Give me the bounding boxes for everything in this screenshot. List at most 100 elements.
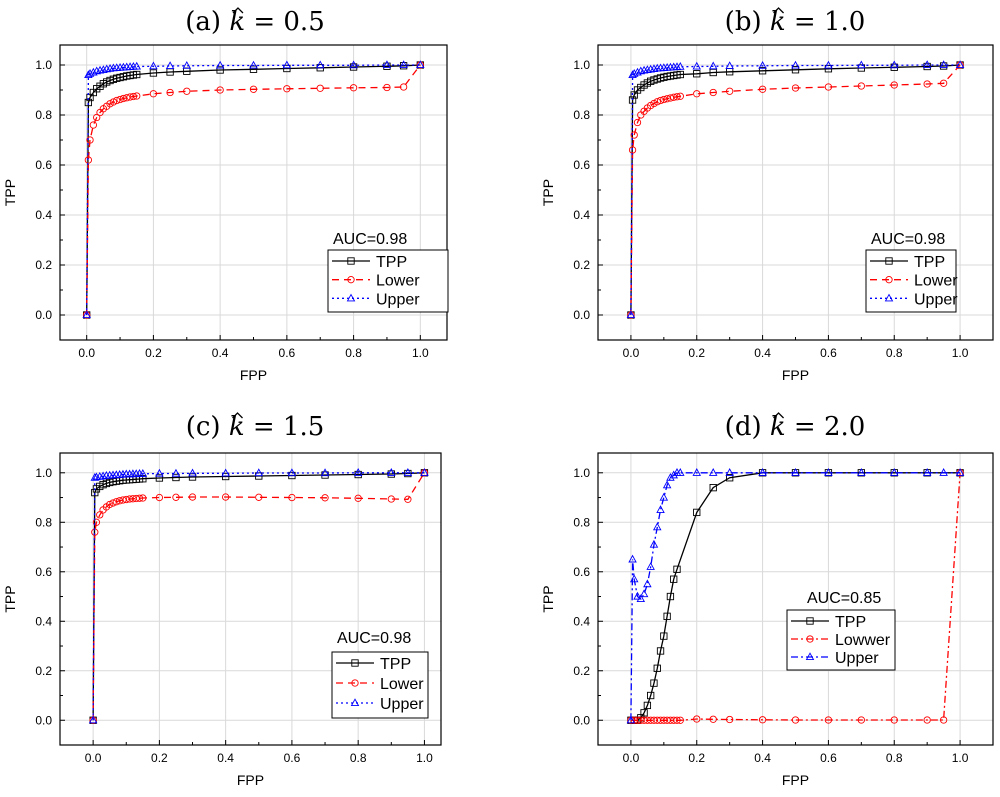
data-point — [165, 61, 175, 70]
data-point — [656, 505, 665, 513]
data-point — [676, 70, 684, 79]
data-point — [652, 522, 662, 531]
data-point — [636, 594, 646, 603]
data-point — [283, 64, 291, 73]
data-point — [708, 468, 718, 476]
x-tick-label: 1.0 — [952, 751, 969, 765]
chart-panel-4: (d) k = 2.0 0.0 0.2 0.4 0.6 0.8 1.0 0.0 0.2 0.4 0.… — [540, 412, 994, 788]
y-tick-label: 1.0 — [573, 58, 590, 72]
data-point — [889, 468, 899, 476]
title-hat — [232, 7, 244, 14]
series-line — [630, 472, 961, 721]
legend-label: Lowwer — [835, 632, 891, 649]
legend-marker — [347, 276, 355, 284]
y-tick-label: 0.0 — [573, 308, 590, 322]
data-point — [646, 562, 655, 570]
data-point — [939, 60, 948, 69]
data-point — [287, 468, 297, 477]
data-point — [92, 518, 101, 526]
x-axis-label: FPP — [782, 367, 809, 383]
data-point — [387, 495, 395, 503]
title-hat — [232, 412, 243, 419]
data-point — [676, 62, 685, 70]
title-k: k — [229, 7, 245, 37]
series-lower — [89, 469, 429, 724]
data-point — [420, 468, 429, 476]
data-point — [758, 85, 767, 93]
data-point — [628, 554, 637, 563]
data-point — [133, 70, 141, 79]
title-suffix: = 1.5 — [245, 412, 325, 442]
data-point — [399, 60, 408, 69]
y-tick-label: 0.0 — [35, 713, 52, 727]
data-point — [791, 716, 800, 724]
data-point — [666, 592, 675, 601]
title-k: k — [770, 7, 786, 37]
data-point — [955, 60, 965, 69]
legend-marker — [346, 293, 356, 302]
plot-frame — [597, 452, 994, 746]
data-point — [650, 679, 658, 687]
x-tick-label: 0.8 — [886, 751, 903, 765]
data-point — [890, 716, 898, 724]
title-suffix: = 1.0 — [786, 7, 866, 37]
x-tick-label: 0.6 — [820, 751, 837, 765]
title-prefix: (b) — [725, 7, 770, 37]
data-point — [249, 60, 258, 69]
data-point — [939, 468, 948, 476]
plot-frame — [59, 452, 442, 746]
data-point — [288, 493, 296, 502]
y-tick-label: 1.0 — [35, 58, 52, 72]
auc-annotation: AUC=0.85 — [807, 590, 881, 607]
series-line — [86, 64, 421, 316]
data-point — [758, 61, 767, 69]
title-prefix: (c) — [186, 412, 229, 442]
data-point — [666, 473, 675, 481]
data-point — [824, 468, 833, 476]
data-point — [123, 94, 131, 102]
data-point — [857, 468, 866, 476]
y-tick-label: 0.8 — [35, 108, 52, 122]
legend-label: Upper — [376, 291, 420, 308]
legend-label: TPP — [835, 614, 866, 631]
legend-marker — [350, 698, 360, 707]
title-suffix: = 0.5 — [245, 7, 325, 37]
data-point — [692, 61, 702, 70]
y-tick-label: 0.4 — [573, 614, 590, 628]
data-point — [85, 69, 95, 77]
data-point — [636, 66, 646, 75]
y-tick-label: 0.6 — [35, 565, 52, 579]
y-tick-label: 0.8 — [35, 515, 52, 529]
data-point — [663, 95, 671, 103]
data-point — [693, 90, 701, 98]
data-point — [643, 701, 652, 710]
y-axis-label: TPP — [2, 585, 18, 612]
data-point — [726, 715, 734, 724]
series-upper — [626, 60, 965, 319]
title-k: k — [229, 412, 245, 442]
chart-title: (d) k = 2.0 — [725, 412, 866, 442]
y-tick-label: 0.6 — [573, 565, 590, 579]
data-point — [693, 508, 701, 517]
data-point — [791, 84, 800, 92]
y-tick-label: 0.2 — [35, 664, 52, 678]
x-tick-label: 0.4 — [212, 346, 229, 360]
data-point — [662, 480, 672, 489]
data-point — [857, 716, 865, 724]
data-point — [116, 95, 124, 104]
data-point — [660, 632, 668, 640]
chart-title: (c) k = 1.5 — [186, 412, 325, 442]
y-tick-label: 0.6 — [35, 158, 52, 172]
title-hat — [773, 412, 785, 419]
legend-marker — [806, 617, 814, 625]
data-point — [633, 67, 642, 76]
data-point — [693, 715, 701, 723]
data-point — [660, 95, 668, 104]
series-upper — [88, 468, 429, 724]
data-point — [216, 86, 224, 94]
data-point — [255, 493, 263, 501]
y-tick-label: 0.0 — [573, 713, 590, 727]
data-point — [283, 85, 291, 93]
data-point — [676, 468, 685, 476]
x-tick-label: 0.0 — [623, 751, 640, 765]
